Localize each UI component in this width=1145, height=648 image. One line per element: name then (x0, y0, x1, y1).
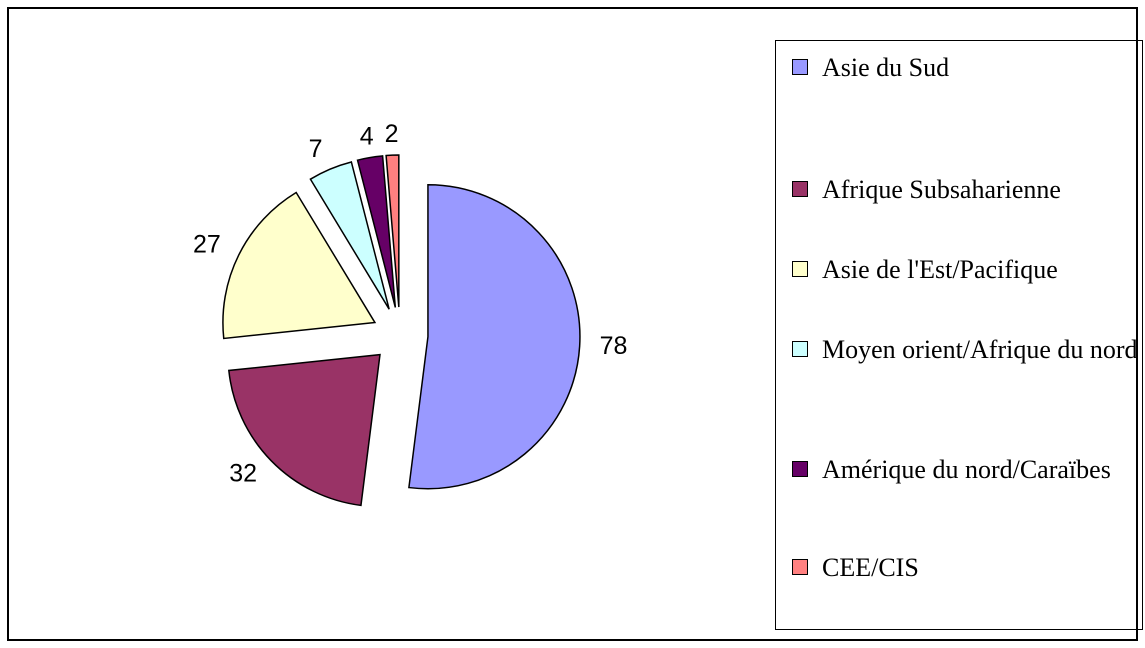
legend-item: Moyen orient/Afrique du nord (792, 331, 1138, 369)
legend-label: Amérique du nord/Caraïbes (822, 455, 1111, 484)
pie-slice (385, 154, 400, 308)
data-label: 4 (360, 122, 374, 150)
pie-slice (356, 155, 397, 308)
data-label: 32 (229, 460, 257, 488)
legend-swatch (792, 341, 808, 357)
legend-item: Asie de l'Est/Pacifique (792, 251, 1132, 289)
data-label: 78 (600, 332, 628, 360)
data-label: 7 (309, 135, 323, 163)
legend-swatch (792, 59, 808, 75)
data-label: 2 (385, 120, 399, 148)
legend-swatch (792, 461, 808, 477)
legend-label: Moyen orient/Afrique du nord (822, 335, 1138, 364)
legend: Asie du Sud Afrique Subsaharienne Asie de … (775, 40, 1143, 630)
legend-label: Asie de l'Est/Pacifique (822, 255, 1058, 284)
legend-swatch (792, 261, 808, 277)
pie-slice (228, 353, 381, 507)
legend-swatch (792, 181, 808, 197)
legend-label: Asie du Sud (822, 53, 950, 82)
pie-slice (408, 184, 581, 490)
legend-item: CEE/CIS (792, 549, 1132, 587)
legend-swatch (792, 559, 808, 575)
chart-border (7, 7, 1138, 641)
legend-label: Afrique Subsaharienne (822, 175, 1061, 204)
pie-slice (222, 191, 377, 340)
legend-item: Asie du Sud (792, 49, 1132, 87)
data-label: 27 (193, 231, 221, 259)
legend-item: Afrique Subsaharienne (792, 171, 1132, 209)
legend-label: CEE/CIS (822, 553, 919, 582)
pie-slice (309, 161, 390, 310)
legend-item: Amérique du nord/Caraïbes (792, 451, 1132, 489)
